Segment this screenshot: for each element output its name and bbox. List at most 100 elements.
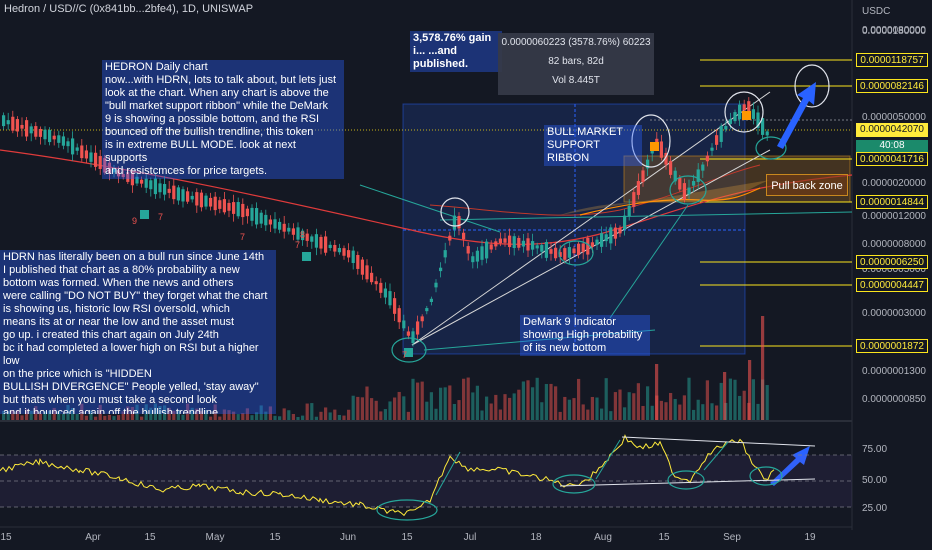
- candlestick-series[interactable]: [2, 97, 769, 347]
- candle: [604, 234, 608, 242]
- volume-bar: [517, 389, 521, 420]
- candle: [43, 129, 47, 140]
- volume-bar: [701, 404, 705, 420]
- candle: [15, 119, 19, 132]
- measure-box[interactable]: [402, 103, 746, 355]
- candle: [627, 205, 631, 217]
- ribbon-fill: [560, 180, 770, 215]
- volume-bar: [232, 411, 236, 420]
- price-tick: 0.0000012000: [862, 211, 926, 222]
- volume-bar: [526, 380, 530, 420]
- volume-bar: [429, 392, 433, 420]
- candle: [75, 147, 79, 151]
- candle: [149, 180, 153, 190]
- time-tick: 15: [658, 532, 670, 543]
- volume-bar: [351, 395, 355, 420]
- candle: [402, 320, 406, 329]
- volume-bar: [264, 411, 268, 420]
- volume-bar: [112, 416, 116, 420]
- candle: [462, 232, 466, 240]
- volume-bar: [503, 394, 507, 420]
- candle: [673, 170, 677, 182]
- candle: [485, 241, 489, 259]
- volume-bar: [586, 409, 590, 420]
- volume-bar: [388, 401, 392, 420]
- time-tick: 19: [804, 532, 816, 543]
- candle: [457, 215, 461, 229]
- warning-marker-icon: [650, 142, 659, 151]
- candle: [554, 247, 558, 259]
- candle: [71, 138, 75, 155]
- volume-bar: [176, 410, 180, 420]
- volume-bar: [259, 405, 263, 420]
- volume-bar: [590, 396, 594, 420]
- volume-bar: [181, 414, 185, 420]
- story-note[interactable]: HDRN has literally been on a bull run si…: [0, 250, 276, 414]
- demark-pointer-line: [423, 329, 656, 351]
- tooltip-volume: Vol 8.445T: [552, 75, 600, 86]
- volume-bar: [365, 386, 369, 420]
- volume-bar: [15, 410, 19, 420]
- volume-bar: [144, 404, 148, 420]
- candle: [140, 179, 144, 184]
- analysis-note[interactable]: HEDRON Daily chart now...with HDRN, lots…: [102, 60, 344, 179]
- candle: [135, 176, 139, 184]
- chart-symbol-title[interactable]: Hedron / USD//C (0x841bb...2bfe4), 1D, U…: [4, 3, 254, 15]
- rsi-circle: [749, 466, 783, 486]
- highlight-circle: [440, 197, 470, 227]
- volume-bar: [540, 402, 544, 420]
- time-tick: Jul: [463, 532, 477, 543]
- volume-bar: [236, 414, 240, 420]
- volume-bar: [282, 408, 286, 420]
- candle: [544, 242, 548, 258]
- volume-bar: [604, 378, 608, 420]
- volume-bar: [278, 416, 282, 420]
- candle: [255, 208, 259, 225]
- volume-bar: [434, 408, 438, 420]
- candle: [29, 126, 33, 134]
- candle: [678, 177, 682, 190]
- volume-bar: [29, 410, 33, 420]
- candle: [213, 196, 217, 211]
- candle: [503, 238, 507, 243]
- support-circle: [558, 240, 594, 266]
- candle: [259, 212, 263, 224]
- candle: [379, 282, 383, 293]
- volume-bar: [213, 404, 217, 420]
- volume-bar: [554, 386, 558, 420]
- candle: [195, 192, 199, 206]
- candle: [659, 141, 663, 158]
- gain-note[interactable]: 3,578.76% gain i... ...and published.: [410, 31, 502, 72]
- candle: [669, 161, 673, 175]
- pullback-zone-label[interactable]: Pull back zone: [766, 174, 848, 196]
- volume-bar: [627, 392, 631, 420]
- candle: [287, 227, 291, 232]
- volume-bar: [402, 396, 406, 420]
- volume-bar: [494, 394, 498, 420]
- candle: [751, 109, 755, 119]
- volume-bar: [682, 395, 686, 420]
- volume-bar: [673, 398, 677, 420]
- volume-bar: [618, 389, 622, 420]
- highlight-circle: [724, 91, 764, 133]
- rsi-line[interactable]: [0, 434, 775, 517]
- volume-bar: [222, 409, 226, 420]
- price-tick: 0.0000003000: [862, 308, 926, 319]
- demark-note[interactable]: DeMark 9 Indicator showing High probabil…: [520, 315, 650, 356]
- volume-bar: [149, 407, 153, 420]
- candle: [209, 197, 213, 207]
- candle: [199, 192, 203, 208]
- rsi-tick: 50.00: [862, 475, 888, 486]
- ribbon-note[interactable]: BULL MARKET SUPPORT RIBBON: [544, 125, 642, 166]
- volume-bar: [20, 415, 24, 420]
- candle: [25, 120, 29, 137]
- candle: [250, 207, 254, 221]
- volume-bar: [11, 410, 15, 420]
- candle: [696, 169, 700, 182]
- price-tick: 0.0000005000: [862, 264, 926, 275]
- volume-bar: [462, 378, 466, 420]
- candle: [130, 171, 134, 186]
- candle: [333, 244, 337, 252]
